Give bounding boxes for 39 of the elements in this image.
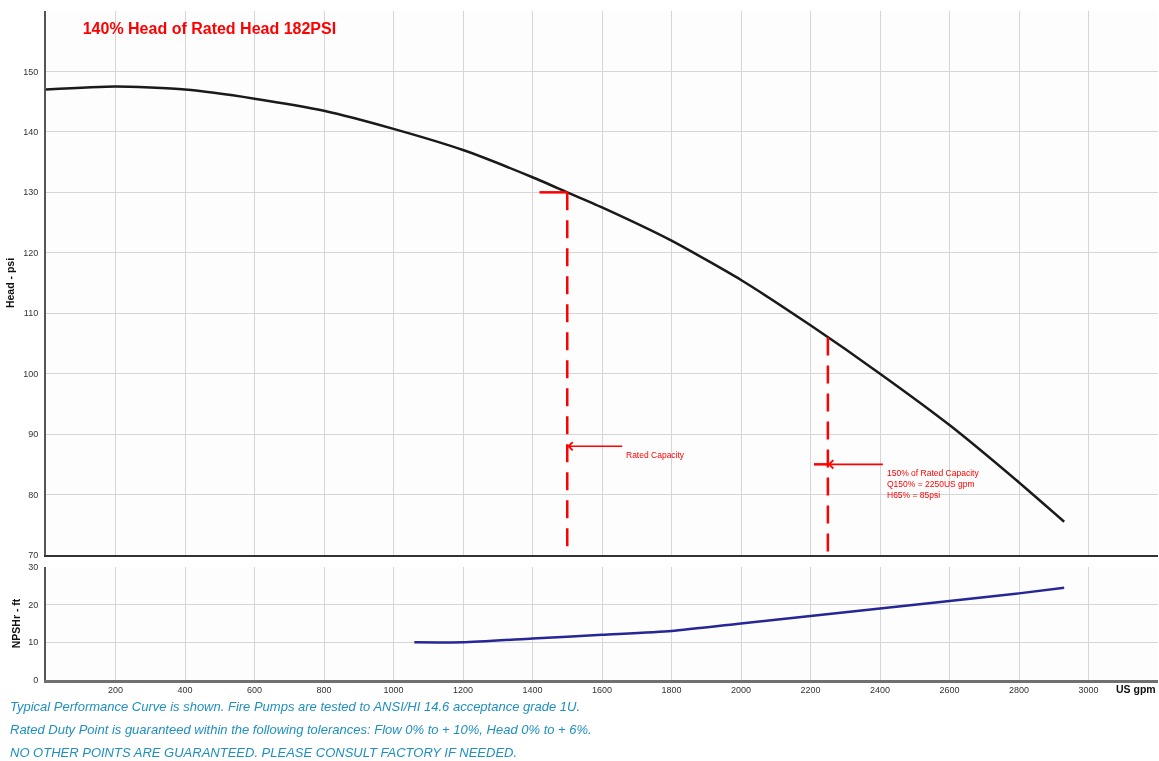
x-axis-title: US gpm (1116, 683, 1156, 695)
x-tick-label: 3000 (1078, 685, 1099, 696)
y-axis-title: NPSHr - ft (9, 598, 22, 649)
x-tick-label: 600 (246, 685, 263, 696)
y-tick-label: 10 (28, 637, 39, 648)
y-tick-label: 120 (23, 247, 39, 258)
text: Rated Duty Point is guaranteed within the following tolerances: Flow 0% to + 10%, Head 0% to + 6%. (10, 722, 592, 737)
y-tick-label: 80 (28, 489, 39, 500)
x-tick-label: 2200 (800, 685, 821, 696)
x-tick-label: 1400 (522, 685, 543, 696)
y-tick-label: 20 (28, 599, 39, 610)
line-series (46, 85, 1066, 524)
x-tick-label: 1000 (383, 685, 404, 696)
text: Typical Performance Curve is shown. Fire Pumps are tested to ANSI/HI 14.6 acceptance grade 1U. (10, 699, 581, 714)
y-tick-label: 70 (28, 550, 39, 561)
text: 140% Head of Rated Head 182PSI (82, 19, 337, 37)
x-tick-label: 400 (177, 685, 193, 696)
annotation: Rated Capacity (626, 450, 685, 460)
y-tick-label: 90 (28, 429, 39, 440)
x-tick-label: 2400 (869, 685, 891, 696)
y-tick-label: 110 (23, 308, 39, 319)
text: NO OTHER POINTS ARE GUARANTEED. PLEASE CONSULT FACTORY IF NEEDED. (10, 745, 518, 760)
x-tick-label: 200 (107, 685, 124, 696)
x-tick-label: 2000 (730, 685, 752, 696)
y-tick-label: 130 (23, 187, 39, 198)
x-tick-label: 1600 (591, 685, 613, 696)
y-tick-label: 100 (23, 368, 39, 379)
line-series (413, 586, 1066, 644)
x-tick-label: 1800 (661, 685, 682, 696)
annotation: 150% of Rated Capacity Q150% = 2250US gpm H65% = 85psi (887, 468, 980, 501)
y-tick-label: 140 (23, 127, 39, 138)
x-tick-label: 2800 (1008, 685, 1030, 696)
x-tick-label: 1200 (452, 685, 474, 696)
y-tick-label: 0 (33, 675, 39, 686)
y-axis-title: Head - psi (4, 257, 17, 309)
y-tick-label: 150 (23, 66, 39, 77)
y-tick-label: 30 (28, 562, 39, 573)
x-tick-label: 800 (316, 685, 332, 696)
x-tick-label: 2600 (939, 685, 960, 696)
